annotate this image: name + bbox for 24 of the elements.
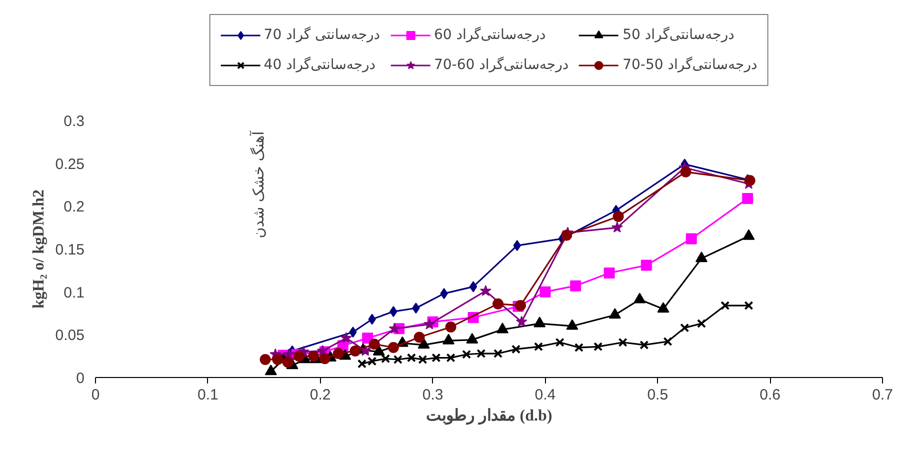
x-tick-label: 0.4 <box>534 386 556 404</box>
legend-label: 70-50 درجه‌سانتی‌گراد <box>622 57 758 73</box>
legend-label: 70 درجه‌سانتی گراد <box>264 27 380 43</box>
y-tick-label: 0.15 <box>55 242 85 258</box>
x-tick-label: 0.7 <box>872 386 893 404</box>
legend-label: 70-60 درجه‌سانتی‌گراد <box>434 57 569 73</box>
y-tick-label: 0 <box>76 370 84 387</box>
y-tick-label: 0.05 <box>55 327 85 344</box>
x-tick-label: 0.5 <box>647 386 668 404</box>
x-tick-label: 0.1 <box>198 386 218 404</box>
x-axis-title: مقدار رطوبت (d.b) <box>426 408 552 426</box>
legend-label: 40 درجه‌سانتی‌گراد <box>264 57 376 73</box>
y-tick-label: 0.2 <box>64 198 85 216</box>
x-tick-label: 0 <box>91 386 100 404</box>
x-tick-label: 0.3 <box>422 386 444 404</box>
y-tick-label: 0.3 <box>64 113 85 130</box>
legend-label: 50 درجه‌سانتی‌گراد <box>622 27 734 43</box>
legend-label: 60 درجه‌سانتی‌گراد <box>434 27 546 43</box>
x-tick-label: 0.2 <box>310 386 331 404</box>
x-tick-label: 0.6 <box>760 386 781 404</box>
y-tick-label: 0.1 <box>64 284 85 302</box>
annotation: آهنگ خشک شدن <box>248 130 268 238</box>
y-axis-title: kgH₂ o/ kgDM.h2 <box>30 189 48 309</box>
y-tick-label: 0.25 <box>55 156 85 173</box>
